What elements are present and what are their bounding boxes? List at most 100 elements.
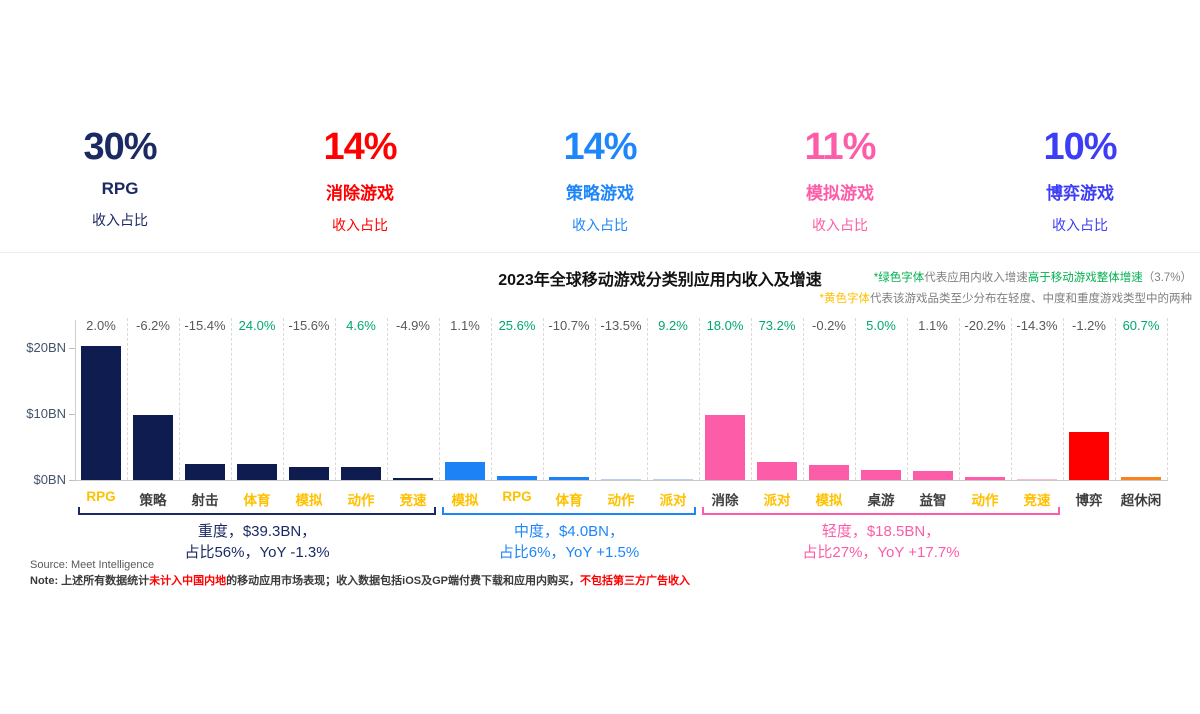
category-label: 派对 (659, 493, 687, 508)
chart-column-10: -10.7% 体育 (543, 318, 595, 508)
revenue-bar (445, 461, 485, 480)
stat-category-name: 模拟游戏 (806, 183, 874, 203)
note-yellow-body: 代表该游戏品类至少分布在轻度、中度和重度游戏类型中的两种 (870, 292, 1192, 305)
yoy-growth-label: 24.0% (238, 318, 276, 333)
bar-slot (335, 340, 387, 480)
y-axis-line (75, 320, 76, 480)
stat-simulation: 11% 模拟游戏 收入占比 (720, 126, 960, 235)
bar-slot (283, 340, 335, 480)
yoy-growth-label: -0.2% (812, 318, 846, 333)
grid-line (335, 318, 336, 480)
section-divider (0, 252, 1200, 253)
yoy-growth-label: -4.9% (396, 318, 430, 333)
note-red-excluded-china: 未计入中国内地 (149, 575, 227, 587)
revenue-bar (237, 464, 277, 480)
stat-caption: 收入占比 (572, 216, 628, 233)
category-label: 策略 (139, 493, 167, 508)
chart-column-6: 4.6% 动作 (335, 318, 387, 508)
revenue-bar (809, 465, 849, 480)
revenue-bar (653, 478, 693, 480)
chart-column-7: -4.9% 竞速 (387, 318, 439, 508)
yoy-growth-label: -13.5% (600, 318, 642, 333)
bar-slot (855, 340, 907, 480)
chart-column-20: -1.2% 博弈 (1063, 318, 1115, 508)
group-summary-line2: 占比27%，YoY +17.7% (802, 544, 960, 561)
chart-title: 2023年全球移动游戏分类别应用内收入及增速 (498, 272, 822, 289)
stat-caption: 收入占比 (812, 216, 868, 233)
chart-column-19: -14.3% 竞速 (1011, 318, 1063, 508)
yoy-growth-label: 18.0% (706, 318, 744, 333)
stat-category-name: RPG (101, 178, 139, 198)
grid-line (439, 318, 440, 480)
yoy-growth-label: -15.6% (288, 318, 330, 333)
chart-column-18: -20.2% 动作 (959, 318, 1011, 508)
yoy-growth-label: -6.2% (136, 318, 170, 333)
bar-slot (75, 340, 127, 480)
revenue-bar (393, 477, 433, 480)
stat-rpg: 30% RPG 收入占比 (0, 126, 240, 235)
bar-slot (387, 340, 439, 480)
stat-casino: 10% 博弈游戏 收入占比 (960, 126, 1200, 235)
note-yellow-term: *黄色字体 (819, 292, 870, 305)
chart-column-2: -6.2% 策略 (127, 318, 179, 508)
revenue-bar (965, 477, 1005, 480)
revenue-bar (133, 414, 173, 480)
stat-caption: 收入占比 (332, 216, 388, 233)
category-label: 竞速 (399, 493, 427, 508)
source-line: Source: Meet Intelligence (30, 559, 155, 571)
bar-slot (959, 340, 1011, 480)
grid-line (595, 318, 596, 480)
y-axis-tick-label: $0BN (33, 472, 66, 487)
yoy-growth-label: 73.2% (758, 318, 796, 333)
group-summary-line1: 重度，$39.3BN， (197, 523, 317, 540)
chart-legend-notes: *绿色字体代表应用内收入增速高于移动游戏整体增速（3.7%） *黄色字体代表该游… (820, 268, 1192, 309)
chart-column-1: 2.0% RPG (75, 318, 127, 506)
bar-slot (491, 340, 543, 480)
grid-line (387, 318, 388, 480)
note-green-highlight: 高于移动游戏整体增速 (1027, 272, 1143, 284)
grid-line (283, 318, 284, 480)
category-label: 派对 (763, 493, 791, 508)
revenue-bar (1017, 478, 1057, 480)
bar-slot (595, 340, 647, 480)
grid-line (959, 318, 960, 480)
group-bracket-中度 (442, 507, 696, 515)
stat-match3: 14% 消除游戏 收入占比 (240, 126, 480, 235)
bar-slot (439, 340, 491, 480)
x-axis-baseline (75, 480, 1168, 481)
y-axis-tick (69, 348, 75, 349)
category-label: 桌游 (867, 493, 895, 508)
revenue-bar (757, 462, 797, 480)
category-label: 模拟 (815, 493, 843, 508)
y-axis-tick (69, 480, 75, 481)
chart-column-13: 18.0% 消除 (699, 318, 751, 508)
stat-percent: 14% (563, 126, 637, 168)
bar-slot (699, 340, 751, 480)
y-axis-tick-label: $10BN (26, 406, 66, 421)
group-summary-重度: 重度，$39.3BN， 占比56%，YoY -1.3% (75, 521, 439, 563)
revenue-bar (601, 478, 641, 480)
grid-line (231, 318, 232, 480)
yoy-growth-label: 25.6% (498, 318, 536, 333)
group-summary-line1: 轻度，$18.5BN， (821, 523, 941, 540)
yoy-growth-label: 4.6% (346, 318, 376, 333)
revenue-bar (1069, 432, 1109, 480)
grid-line (907, 318, 908, 480)
chart-column-11: -13.5% 动作 (595, 318, 647, 508)
grid-line (543, 318, 544, 480)
grid-line (855, 318, 856, 480)
revenue-bar (705, 415, 745, 480)
yoy-growth-label: -20.2% (964, 318, 1006, 333)
grid-line (1167, 318, 1168, 480)
chart-column-8: 1.1% 模拟 (439, 318, 491, 508)
chart-column-16: 5.0% 桌游 (855, 318, 907, 508)
chart-column-21: 60.7% 超休闲 (1115, 318, 1167, 508)
category-label: 射击 (191, 493, 219, 508)
chart-column-14: 73.2% 派对 (751, 318, 803, 508)
grid-line (1063, 318, 1064, 480)
yoy-growth-label: 60.7% (1122, 318, 1160, 333)
note-yellow-multi-type: *黄色字体代表该游戏品类至少分布在轻度、中度和重度游戏类型中的两种 (820, 289, 1192, 310)
category-label: 博弈 (1075, 493, 1103, 508)
category-label: 体育 (243, 493, 271, 508)
